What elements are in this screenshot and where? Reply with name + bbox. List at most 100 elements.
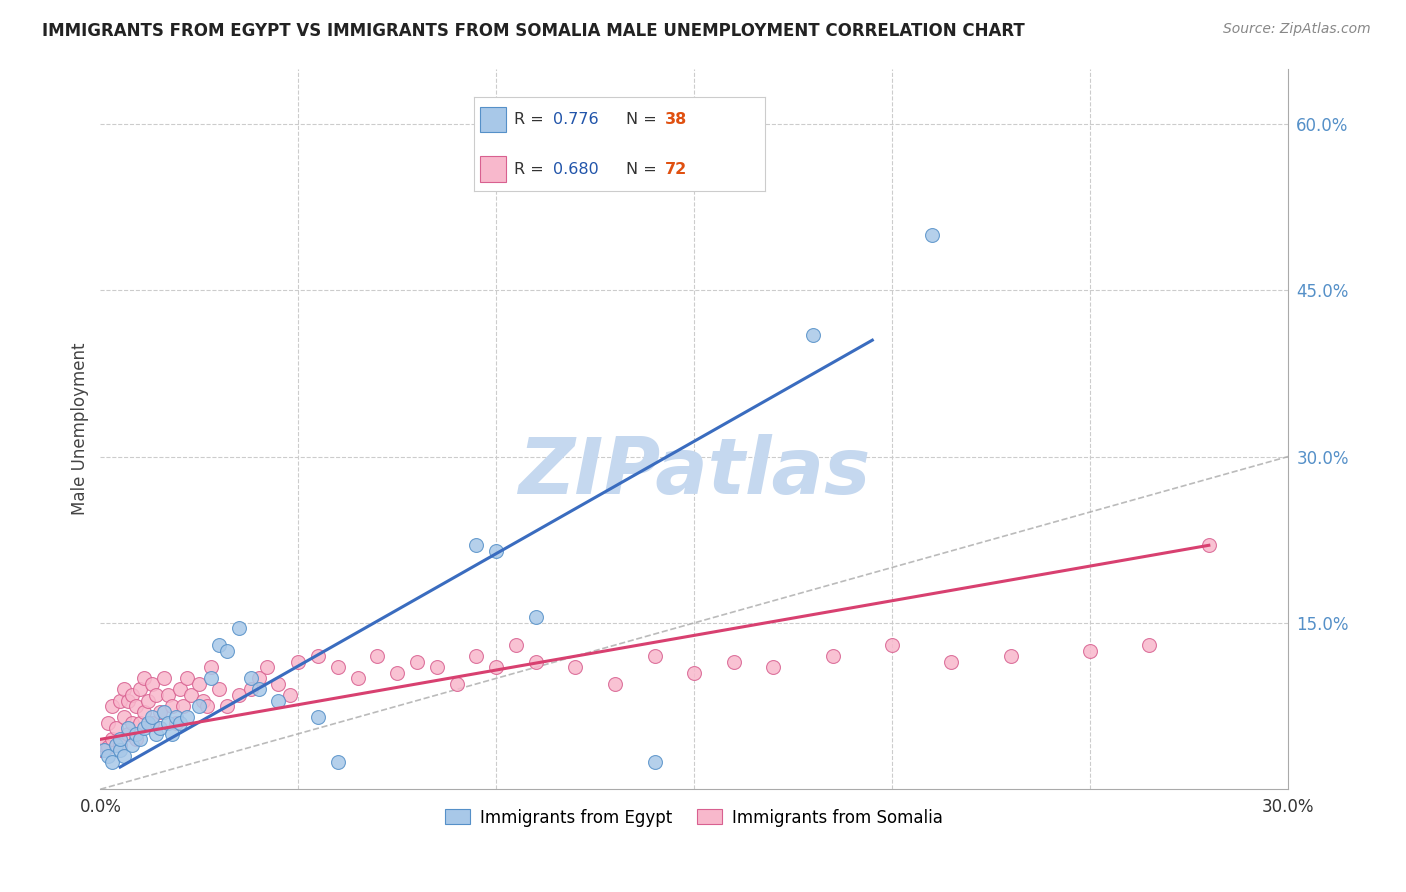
Text: Source: ZipAtlas.com: Source: ZipAtlas.com (1223, 22, 1371, 37)
Point (149, 721, 172, 735)
Point (208, 638, 231, 652)
Point (762, 660, 785, 674)
Point (326, 755, 349, 769)
Point (280, 688, 302, 702)
Point (101, 755, 124, 769)
Point (173, 699, 195, 714)
Point (145, 727, 167, 741)
Point (160, 699, 183, 714)
Point (228, 622, 250, 636)
Point (149, 705, 172, 719)
Point (247, 671, 270, 685)
Point (921, 227, 943, 242)
Point (129, 732, 152, 747)
Point (121, 715, 143, 730)
Point (93, 738, 115, 752)
Point (524, 655, 547, 669)
Point (112, 710, 135, 724)
Point (160, 727, 183, 741)
Point (1078, 643, 1101, 657)
Text: ZIPatlas: ZIPatlas (517, 434, 870, 510)
Point (97, 715, 120, 730)
Point (121, 738, 143, 752)
Point (485, 660, 508, 674)
Y-axis label: Male Unemployment: Male Unemployment (72, 343, 89, 515)
Point (603, 677, 626, 691)
Point (97, 748, 120, 763)
Point (193, 693, 215, 707)
Point (169, 715, 191, 730)
Point (117, 727, 139, 741)
Point (215, 699, 238, 714)
Point (215, 643, 238, 657)
Point (256, 660, 278, 674)
Point (152, 671, 174, 685)
Point (129, 715, 152, 730)
Point (121, 688, 143, 702)
Point (426, 660, 449, 674)
Point (112, 748, 135, 763)
Point (287, 655, 309, 669)
Point (465, 538, 488, 552)
Point (165, 715, 187, 730)
Point (132, 705, 155, 719)
Point (89, 743, 111, 757)
Point (200, 671, 222, 685)
Point (307, 710, 329, 724)
Point (239, 671, 262, 685)
Point (108, 743, 131, 757)
Point (406, 655, 429, 669)
Point (132, 671, 155, 685)
Point (446, 677, 468, 691)
Point (821, 649, 844, 664)
Point (524, 610, 547, 624)
Point (112, 682, 135, 697)
Point (387, 665, 409, 680)
Point (152, 705, 174, 719)
Point (267, 677, 290, 691)
Point (136, 715, 159, 730)
Point (141, 710, 163, 724)
Point (228, 688, 250, 702)
Point (1139, 638, 1161, 652)
Point (105, 738, 128, 752)
Point (1198, 538, 1220, 552)
Point (683, 665, 706, 680)
Point (801, 327, 824, 342)
Legend: Immigrants from Egypt, Immigrants from Somalia: Immigrants from Egypt, Immigrants from S… (437, 800, 952, 835)
Point (97, 740, 120, 755)
Point (326, 660, 349, 674)
Point (188, 699, 211, 714)
Point (169, 682, 191, 697)
Point (156, 688, 179, 702)
Point (239, 682, 262, 697)
Point (141, 677, 163, 691)
Point (644, 755, 666, 769)
Point (145, 688, 167, 702)
Point (941, 655, 963, 669)
Point (108, 693, 131, 707)
Point (117, 693, 139, 707)
Point (129, 682, 152, 697)
Point (141, 715, 163, 730)
Point (176, 710, 198, 724)
Point (346, 671, 368, 685)
Point (307, 649, 329, 664)
Point (465, 649, 488, 664)
Point (93, 743, 115, 757)
Point (267, 693, 290, 707)
Point (723, 655, 745, 669)
Point (132, 721, 155, 735)
Point (117, 721, 139, 735)
Point (105, 721, 128, 735)
Point (176, 671, 198, 685)
Point (366, 649, 388, 664)
Point (247, 682, 270, 697)
Point (644, 649, 666, 664)
Point (165, 710, 187, 724)
Point (505, 638, 527, 652)
Point (200, 660, 222, 674)
Point (101, 699, 124, 714)
Point (180, 688, 202, 702)
Point (485, 544, 508, 558)
